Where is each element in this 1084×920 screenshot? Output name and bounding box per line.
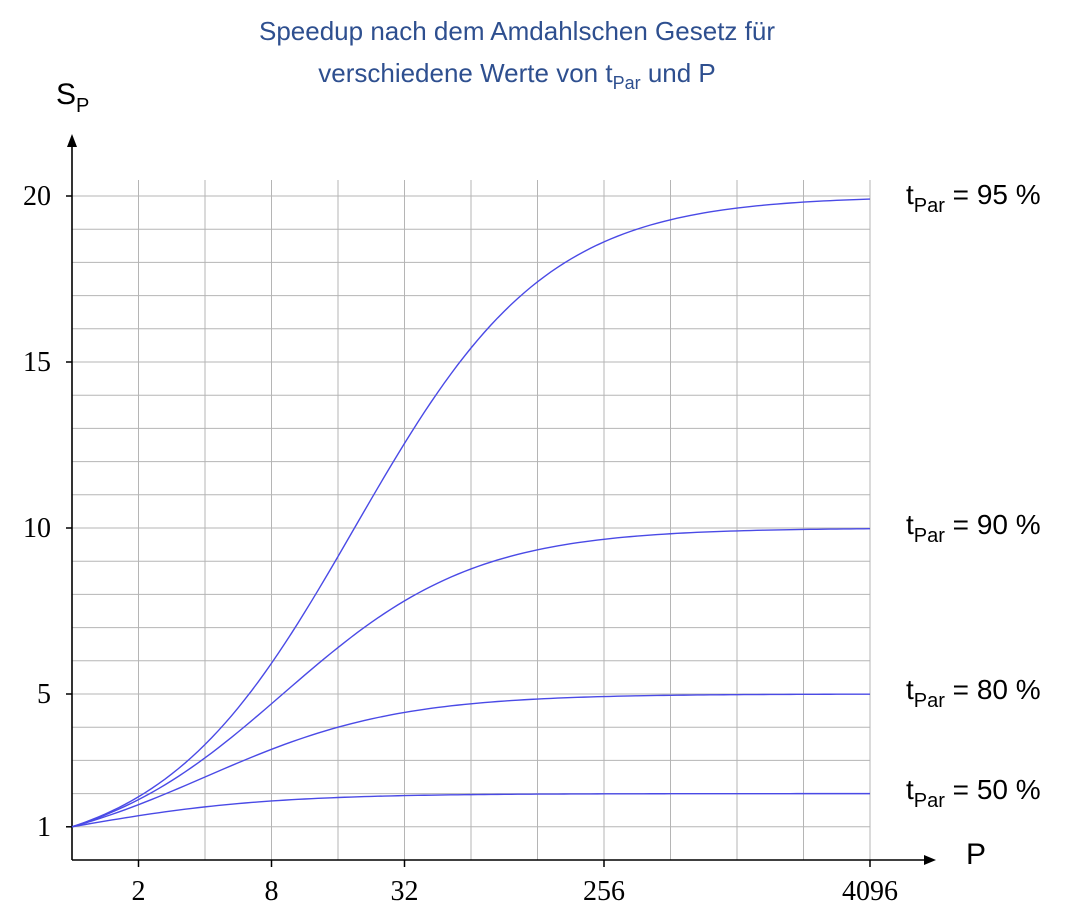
chart-title-text: Speedup nach dem Amdahlschen Gesetz für: [259, 16, 775, 46]
series-label: tPar = 95 %: [906, 178, 1041, 217]
x-axis-label: P: [966, 838, 987, 871]
y-axis-label-subscript: P: [76, 95, 90, 117]
y-tick-label: 1: [37, 812, 51, 843]
series-line: [71, 198, 871, 828]
series-line: [71, 693, 871, 828]
x-tick-label: 256: [583, 876, 625, 907]
y-tick-label: 5: [37, 679, 51, 710]
y-tick-label: 15: [23, 347, 51, 378]
series-label: tPar = 50 %: [906, 773, 1041, 812]
x-tick-label: 4096: [842, 876, 898, 907]
chart-title-text-2b: und P: [640, 58, 716, 88]
series-line: [71, 528, 871, 828]
chart-title-subscript: Par: [612, 73, 641, 93]
x-tick-label: 32: [391, 876, 419, 907]
chart-title-line-2: verschiedene Werte von tPar und P: [0, 58, 1034, 93]
x-axis-arrow-icon: [924, 855, 936, 865]
y-axis-label-main: S: [56, 78, 77, 111]
y-tick-label: 20: [23, 181, 51, 212]
series-label: tPar = 90 %: [906, 508, 1041, 547]
chart-title-text-2a: verschiedene Werte von t: [318, 58, 613, 88]
x-tick-label: 8: [265, 876, 279, 907]
y-axis-arrow-icon: [67, 134, 77, 147]
y-tick-label: 10: [23, 513, 51, 544]
y-axis-label: SP: [56, 78, 89, 117]
series-label: tPar = 80 %: [906, 674, 1041, 712]
series-line: [71, 792, 870, 828]
chart-title-line-1: Speedup nach dem Amdahlschen Gesetz für: [0, 16, 1034, 47]
x-tick-label: 2: [132, 876, 146, 907]
